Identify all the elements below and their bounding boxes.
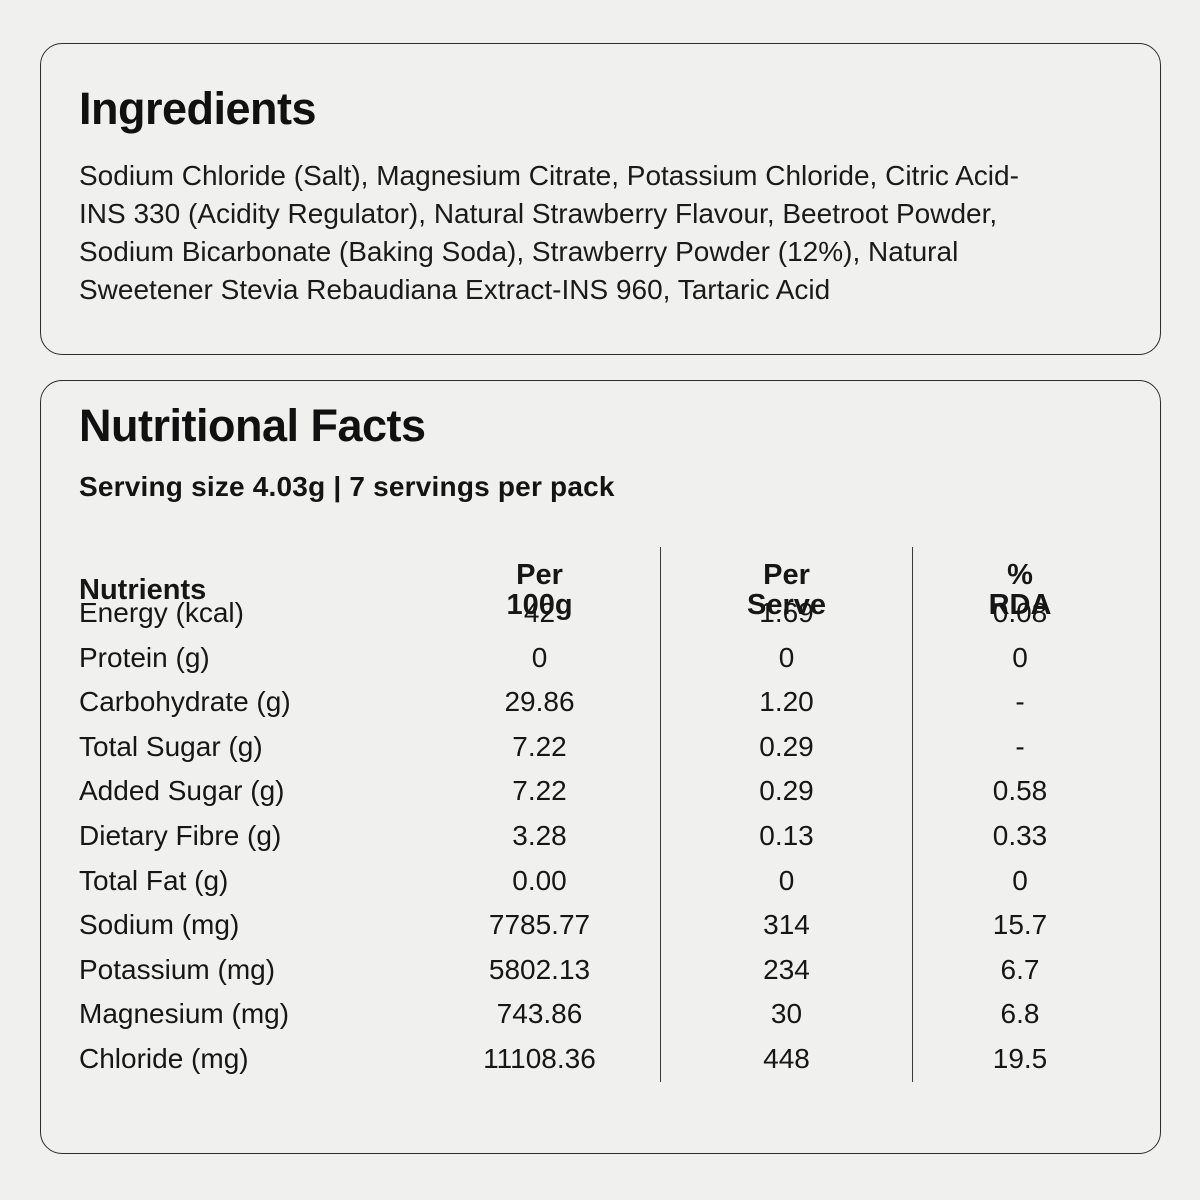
nutrient-name: Chloride (mg) [79,1042,249,1074]
value-per-100g: 7.22 [512,775,567,807]
nutrient-name: Magnesium (mg) [79,998,290,1030]
value-rda: 15.7 [912,903,1127,948]
value-per-serve: 0 [660,858,912,904]
nutrient-name: Carbohydrate (g) [79,686,291,718]
nutrition-table: Nutrients Per 100g Per Serve % RDA Energ… [79,546,1127,1082]
nutrient-name: Total Sugar (g) [79,730,263,762]
value-per-serve: 0 [660,635,912,681]
value-per-serve: 314 [660,903,912,948]
col-header-nutrients-label: Nutrients [79,573,207,606]
ingredients-card: Ingredients Sodium Chloride (Salt), Magn… [40,43,1161,355]
value-per-serve: 448 [660,1037,912,1082]
value-per-100g: 29.86 [504,686,575,718]
nutrient-name: Added Sugar (g) [79,775,285,807]
nutrition-facts-card: Nutritional Facts Serving size 4.03g | 7… [40,380,1161,1154]
value-rda: - [912,724,1127,770]
value-per-100g: 0 [531,641,548,673]
value-rda: - [912,680,1127,725]
col-header-per-100g-line1: Per [516,558,563,591]
value-per-100g: 42 [523,596,556,628]
value-rda: 0 [912,858,1127,904]
value-per-100g: 743.86 [496,998,583,1030]
value-per-serve: 0.29 [660,769,912,815]
col-header-rda: % RDA [912,546,1127,633]
nutrient-name: Potassium (mg) [79,953,276,985]
col-header-per-serve: Per Serve [660,546,912,633]
nutrient-name: Total Fat (g) [79,864,229,896]
value-rda: 0.33 [912,814,1127,859]
col-header-rda-line1: % [1007,558,1033,591]
value-per-serve: 1.69 [660,591,912,636]
value-rda: 0.08 [912,591,1127,636]
nutrition-facts-title: Nutritional Facts [79,400,426,451]
col-header-per-100g-line2: 100g [506,588,573,621]
nutrient-name: Dietary Fibre (g) [79,819,282,851]
nutrient-name: Sodium (mg) [79,909,240,941]
value-per-100g: 0.00 [512,864,567,896]
value-per-100g: 3.28 [512,819,567,851]
value-per-100g: 7.22 [512,730,567,762]
value-per-serve: 0.29 [660,724,912,770]
value-rda: 6.7 [912,947,1127,993]
value-rda: 0.58 [912,769,1127,815]
nutrient-name: Energy (kcal) [79,596,244,628]
value-per-serve: 0.13 [660,814,912,859]
value-per-100g: 7785.77 [488,909,591,941]
value-per-100g: 11108.36 [483,1042,596,1074]
value-per-serve: 30 [660,992,912,1038]
col-header-rda-line2: RDA [988,588,1052,621]
value-per-serve: 1.20 [660,680,912,725]
col-header-per-serve-line1: Per [763,558,810,591]
nutrient-name: Protein (g) [79,641,210,673]
value-rda: 0 [912,635,1127,681]
ingredients-title: Ingredients [79,83,317,134]
value-rda: 6.8 [912,992,1127,1038]
col-header-nutrients: Nutrients [79,547,419,633]
value-per-100g: 5802.13 [488,953,591,985]
col-header-per-100g: Per 100g [419,547,660,633]
value-per-serve: 234 [660,947,912,993]
col-header-per-serve-line2: Serve [746,588,826,621]
value-rda: 19.5 [912,1037,1127,1082]
serving-size-info: Serving size 4.03g | 7 servings per pack [79,470,615,502]
ingredients-text: Sodium Chloride (Salt), Magnesium Citrat… [79,159,1019,305]
